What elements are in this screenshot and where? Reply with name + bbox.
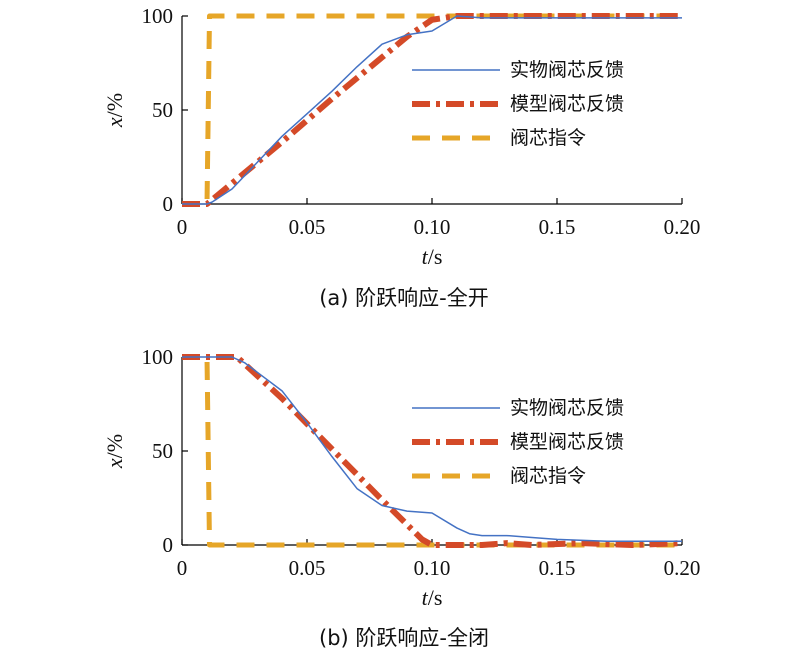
y-tick-label: 50	[152, 439, 173, 463]
x-tick-label: 0.10	[414, 556, 451, 580]
y-tick-label: 0	[163, 192, 174, 216]
y-tick-label: 100	[142, 345, 174, 369]
x-tick-label: 0.10	[414, 215, 451, 239]
chart-panel-a: 0 0.05 0.10 0.15 0.20 0 50 100 t/s x/% 实物阀芯反馈模型阀芯反…	[102, 4, 700, 310]
y-tick-label: 0	[163, 533, 174, 557]
series-line-2	[182, 13, 682, 207]
x-tick-label: 0.20	[664, 215, 701, 239]
legend-label-2: 模型阀芯反馈	[510, 431, 624, 453]
x-axis-label: t/s	[422, 585, 443, 610]
y-axis-label: x/%	[102, 93, 127, 128]
y-axis-label: x/%	[102, 434, 127, 469]
y-tick-label: 100	[142, 4, 174, 28]
series-line-2	[182, 354, 683, 548]
x-tick-label: 0.15	[539, 556, 576, 580]
legend-label-2: 模型阀芯反馈	[510, 93, 624, 115]
series-line-1	[182, 15, 682, 205]
x-tick-label: 0	[177, 215, 188, 239]
x-tick-label: 0.20	[664, 556, 701, 580]
legend-label-3: 阀芯指令	[510, 127, 586, 149]
y-tick-label: 50	[152, 98, 173, 122]
chart-caption: (a) 阶跃响应-全开	[319, 286, 489, 310]
legend-label-1: 实物阀芯反馈	[510, 59, 624, 81]
series-line-1	[182, 356, 682, 542]
x-tick-label: 0.15	[539, 215, 576, 239]
chart-caption: (b) 阶跃响应-全闭	[319, 626, 489, 650]
chart-panel-b: 0 0.05 0.10 0.15 0.20 0 50 100 t/s x/% 实物阀芯反馈模型阀芯反…	[102, 345, 700, 650]
x-axis-label: t/s	[422, 244, 443, 269]
x-tick-label: 0.05	[289, 215, 326, 239]
x-tick-label: 0	[177, 556, 188, 580]
legend-label-1: 实物阀芯反馈	[510, 397, 624, 419]
legend-label-3: 阀芯指令	[510, 465, 586, 487]
x-tick-label: 0.05	[289, 556, 326, 580]
